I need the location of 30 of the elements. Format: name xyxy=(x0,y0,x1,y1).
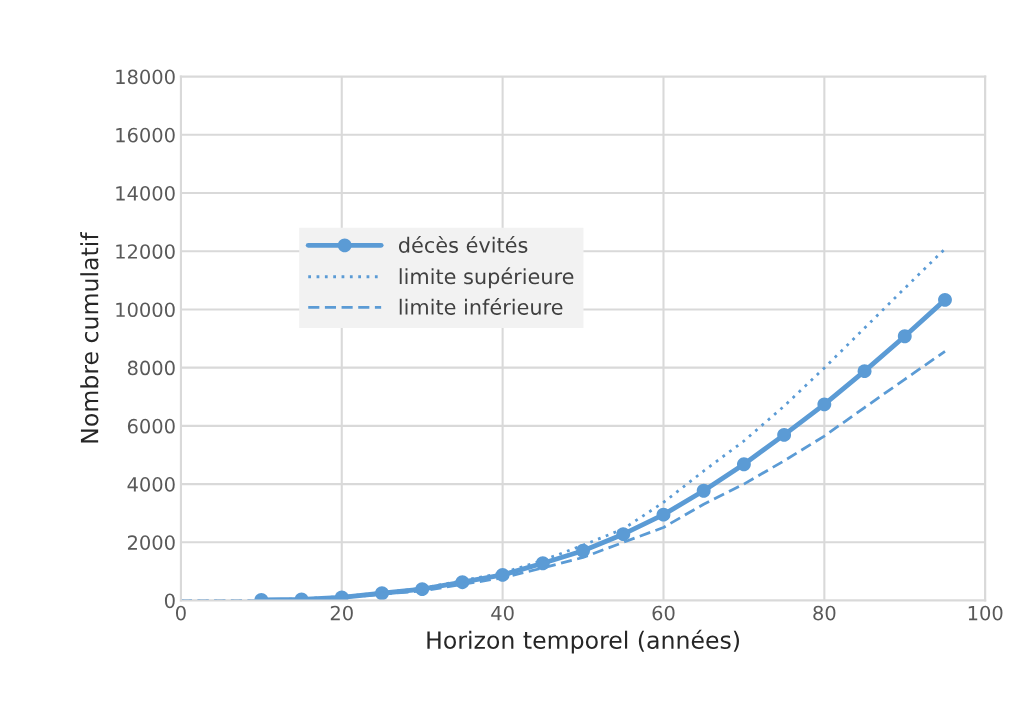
legend-label: décès évités xyxy=(398,235,528,253)
y-tick-label: 14000 xyxy=(116,185,175,201)
y-tick-label: 8000 xyxy=(127,360,175,376)
y-tick-label: 16000 xyxy=(116,127,175,143)
legend-label: limite inférieure xyxy=(399,297,563,315)
y-tick-label: 4000 xyxy=(127,477,175,492)
x-tick-label: 40 xyxy=(491,605,514,621)
y-tick-label: 2000 xyxy=(127,535,175,550)
y-tick-label: 10000 xyxy=(116,302,175,318)
legend-label: limite supérieure xyxy=(399,267,574,289)
y-tick-label: 12000 xyxy=(116,244,175,259)
x-tick-label: 60 xyxy=(652,605,675,621)
point xyxy=(938,292,952,307)
x-tick-label: 100 xyxy=(968,605,1003,621)
y-tick-label: 18000 xyxy=(116,69,175,85)
x-tick-label: 0 xyxy=(175,605,186,621)
x-tick-label: 20 xyxy=(330,605,353,621)
point xyxy=(857,364,872,379)
point xyxy=(777,427,792,442)
point xyxy=(656,507,671,522)
point xyxy=(817,397,832,412)
point xyxy=(897,329,912,344)
x-tick-label: 80 xyxy=(813,605,836,621)
y-tick-label: 0 xyxy=(164,593,175,609)
point xyxy=(696,483,711,498)
y-axis-title: Nombre cumulatif xyxy=(80,231,99,443)
point xyxy=(736,457,751,472)
x-axis-title: Horizon temporel (années) xyxy=(427,629,739,654)
point xyxy=(616,527,631,542)
y-tick-label: 6000 xyxy=(127,418,175,434)
